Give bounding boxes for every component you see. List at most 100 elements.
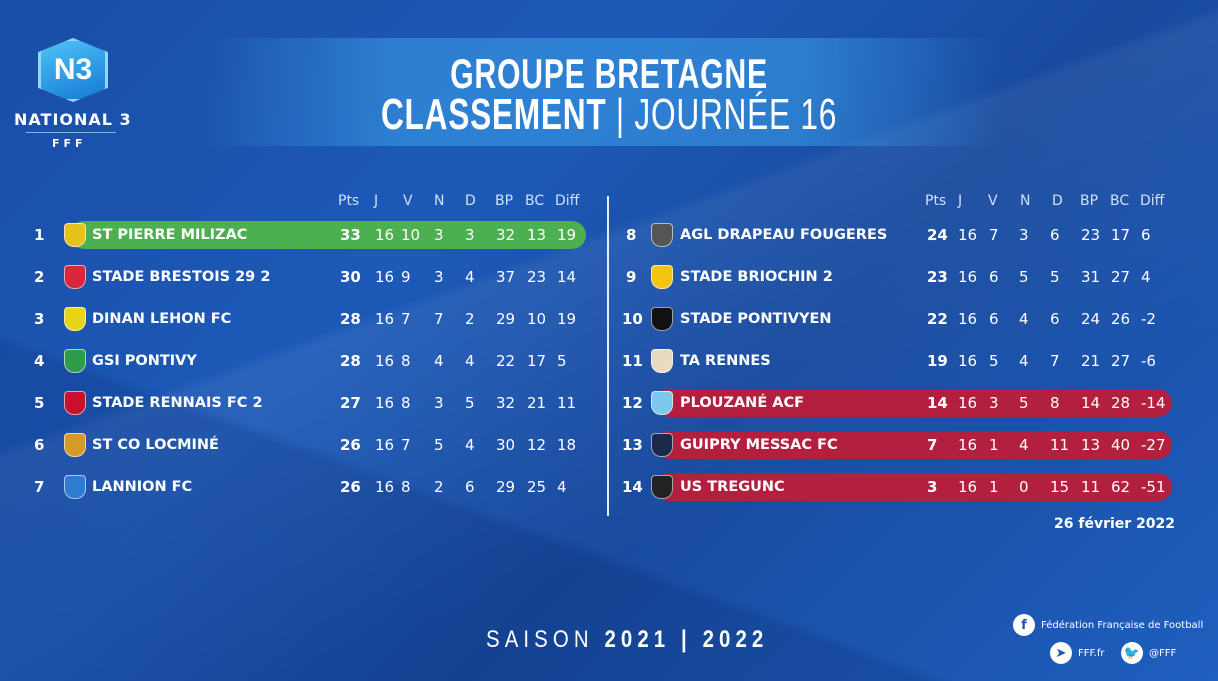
stat-diff: 14 (557, 268, 577, 286)
column-header-n: N (434, 193, 445, 209)
rank: 10 (622, 310, 643, 328)
column-header-j: J (958, 193, 963, 209)
stat-diff: 4 (1141, 268, 1151, 286)
team-name: ST CO LOCMINÉ (92, 437, 219, 453)
stat-bc: 12 (527, 436, 547, 454)
stat-pts: 30 (340, 268, 361, 286)
stat-bp: 11 (1081, 478, 1101, 496)
stat-diff: 19 (557, 310, 577, 328)
stat-n: 4 (434, 352, 444, 370)
stat-v: 9 (401, 268, 411, 286)
club-crest-icon (64, 265, 86, 289)
stat-pts: 19 (927, 352, 948, 370)
club-crest-icon (651, 223, 673, 247)
stat-v: 3 (989, 394, 999, 412)
stat-pts: 14 (927, 394, 948, 412)
stat-bp: 30 (496, 436, 516, 454)
logo-badge: N3 (53, 53, 93, 86)
stat-j: 16 (958, 226, 978, 244)
club-crest-icon (651, 349, 673, 373)
stat-j: 16 (958, 310, 978, 328)
stat-diff: 5 (557, 352, 567, 370)
stat-j: 16 (375, 268, 395, 286)
stat-d: 5 (1050, 268, 1060, 286)
stat-d: 2 (465, 310, 475, 328)
logo-name: NATIONAL 3 (14, 110, 132, 129)
stat-bc: 17 (527, 352, 547, 370)
stat-pts: 26 (340, 478, 361, 496)
stat-v: 8 (401, 478, 411, 496)
stat-d: 7 (1050, 352, 1060, 370)
stat-pts: 23 (927, 268, 948, 286)
date: 26 février 2022 (1054, 516, 1176, 532)
subtitle-matchday: JOURNÉE 16 (634, 90, 838, 139)
stat-d: 6 (1050, 226, 1060, 244)
stat-j: 16 (958, 394, 978, 412)
team-name: STADE BRIOCHIN 2 (680, 269, 833, 285)
twitter-icon: 🐦 (1121, 642, 1143, 664)
stat-j: 16 (375, 478, 395, 496)
stat-pts: 3 (927, 478, 938, 496)
stat-v: 6 (989, 268, 999, 286)
club-crest-icon (64, 307, 86, 331)
stat-diff: -27 (1141, 436, 1166, 454)
stat-bc: 62 (1111, 478, 1131, 496)
stat-diff: 11 (557, 394, 577, 412)
team-name: GSI PONTIVY (92, 353, 197, 369)
club-crest-icon (64, 433, 86, 457)
column-divider (607, 196, 609, 516)
stat-bp: 32 (496, 226, 516, 244)
stat-n: 5 (1019, 394, 1029, 412)
stat-diff: -2 (1141, 310, 1156, 328)
rank: 4 (34, 352, 45, 370)
stat-diff: 18 (557, 436, 577, 454)
twitter-link[interactable]: 🐦 @FFF (1121, 642, 1176, 664)
team-name: US TREGUNC (680, 479, 785, 495)
stat-pts: 33 (340, 226, 361, 244)
rank: 7 (34, 478, 45, 496)
team-name: PLOUZANÉ ACF (680, 395, 805, 411)
stat-n: 5 (434, 436, 444, 454)
facebook-link[interactable]: f Fédération Française de Football (1013, 614, 1203, 636)
stat-bp: 29 (496, 310, 516, 328)
stat-v: 8 (401, 352, 411, 370)
column-header-diff: Diff (555, 193, 580, 209)
column-header-v: V (403, 193, 413, 209)
stat-j: 16 (375, 226, 395, 244)
stat-bp: 24 (1081, 310, 1101, 328)
stat-n: 4 (1019, 310, 1029, 328)
rank: 6 (34, 436, 45, 454)
facebook-icon: f (1013, 614, 1035, 636)
club-crest-icon (651, 433, 673, 457)
stat-pts: 28 (340, 352, 361, 370)
stat-bp: 14 (1081, 394, 1101, 412)
stat-v: 10 (401, 226, 421, 244)
club-crest-icon (64, 349, 86, 373)
stat-diff: -6 (1141, 352, 1156, 370)
logo-org: FFF (52, 137, 87, 150)
logo-divider (26, 132, 116, 133)
stat-pts: 28 (340, 310, 361, 328)
season-label: SAISON (486, 626, 594, 653)
club-crest-icon (64, 223, 86, 247)
stat-v: 1 (989, 478, 999, 496)
column-header-bp: BP (495, 193, 514, 209)
stat-bc: 26 (1111, 310, 1131, 328)
twitter-label: @FFF (1149, 647, 1177, 659)
stat-n: 3 (1019, 226, 1029, 244)
stat-bc: 10 (527, 310, 547, 328)
subtitle-separator: | (606, 90, 635, 139)
stat-n: 5 (1019, 268, 1029, 286)
stat-bp: 13 (1081, 436, 1101, 454)
stat-d: 4 (465, 436, 475, 454)
stat-v: 1 (989, 436, 999, 454)
stat-bp: 37 (496, 268, 516, 286)
stat-bp: 31 (1081, 268, 1101, 286)
stat-j: 16 (375, 394, 395, 412)
website-link[interactable]: ➤ FFF.fr (1050, 642, 1104, 664)
stat-bc: 25 (527, 478, 547, 496)
club-crest-icon (651, 307, 673, 331)
promotion-highlight (70, 221, 586, 249)
column-header-diff: Diff (1140, 193, 1165, 209)
rank: 3 (34, 310, 45, 328)
